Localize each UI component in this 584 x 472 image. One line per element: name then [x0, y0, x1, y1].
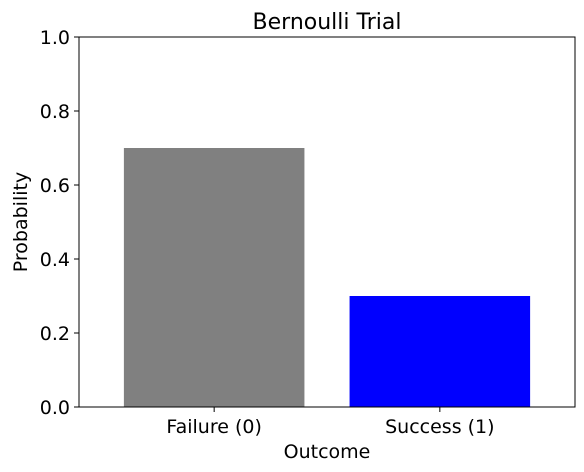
- y-tick-label: 0.4: [40, 249, 70, 271]
- bar-failure: [123, 148, 305, 407]
- x-tick-label: Failure (0): [166, 416, 261, 438]
- plot-area: Failure (0) Success (1) 0.0 0.2 0.4 0.6 0.8 1.0: [40, 27, 576, 438]
- y-tick-label: 0.0: [40, 397, 70, 419]
- y-tick-label: 1.0: [40, 27, 70, 49]
- plot-frame: [78, 36, 576, 408]
- y-tick-label: 0.8: [40, 101, 70, 123]
- y-tick-label: 0.6: [40, 175, 70, 197]
- y-axis-label: Probability: [10, 172, 32, 272]
- bar-success: [349, 296, 531, 407]
- x-axis-label: Outcome: [284, 441, 371, 463]
- y-tick-label: 0.2: [40, 323, 70, 345]
- chart-title: Bernoulli Trial: [253, 10, 402, 35]
- x-tick-label: Success (1): [385, 416, 494, 438]
